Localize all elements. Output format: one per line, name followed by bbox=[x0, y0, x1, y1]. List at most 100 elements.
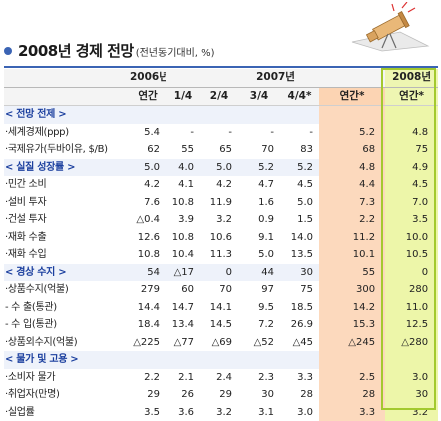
table-cell: 29 bbox=[130, 386, 166, 404]
table-cell bbox=[319, 106, 385, 124]
table-cell: 10.5 bbox=[385, 246, 438, 264]
table-cell: △45 bbox=[280, 334, 319, 352]
subheader-q2: 2/4 bbox=[200, 87, 238, 106]
row-label: - 수 입(통관) bbox=[4, 316, 130, 334]
row-label: ·실업률 bbox=[4, 404, 130, 421]
table-cell: 4.5 bbox=[280, 176, 319, 194]
table-cell: 3.2 bbox=[200, 404, 238, 421]
table-cell: 11.3 bbox=[200, 246, 238, 264]
table-cell: 28 bbox=[280, 386, 319, 404]
table-cell: 68 bbox=[319, 141, 385, 159]
subheader-2008-annual: 연간* bbox=[385, 87, 438, 106]
table-cell: - bbox=[280, 124, 319, 142]
table-cell: 70 bbox=[200, 281, 238, 299]
table-cell: △52 bbox=[238, 334, 280, 352]
table-cell bbox=[280, 106, 319, 124]
table-cell: 4.2 bbox=[130, 176, 166, 194]
table-cell: 15.3 bbox=[319, 316, 385, 334]
table-cell: 26 bbox=[166, 386, 200, 404]
subheader-q4: 4/4* bbox=[280, 87, 319, 106]
table-cell: 30 bbox=[385, 386, 438, 404]
table-cell: 2.1 bbox=[166, 369, 200, 387]
table-cell: 10.8 bbox=[130, 246, 166, 264]
table-cell: △77 bbox=[166, 334, 200, 352]
table-cell: 30 bbox=[280, 264, 319, 282]
table-cell: 2.4 bbox=[200, 369, 238, 387]
subheader-q1: 1/4 bbox=[166, 87, 200, 106]
table-cell bbox=[319, 351, 385, 369]
table-cell: △69 bbox=[200, 334, 238, 352]
row-label: ·세계경제(ppp) bbox=[4, 124, 130, 142]
table-cell: 60 bbox=[166, 281, 200, 299]
table-cell: - bbox=[166, 124, 200, 142]
table-cell: 280 bbox=[385, 281, 438, 299]
table-cell: 7.2 bbox=[238, 316, 280, 334]
table-cell: 14.5 bbox=[200, 316, 238, 334]
table-cell: 3.2 bbox=[385, 404, 438, 421]
table-cell: 10.1 bbox=[319, 246, 385, 264]
table-cell: 54 bbox=[130, 264, 166, 282]
table-cell: 0.9 bbox=[238, 211, 280, 229]
table-cell: 7.0 bbox=[385, 194, 438, 212]
table-cell: 4.7 bbox=[238, 176, 280, 194]
table-cell: 26.9 bbox=[280, 316, 319, 334]
table-cell: △280 bbox=[385, 334, 438, 352]
table-cell: 28 bbox=[319, 386, 385, 404]
table-cell: 5.0 bbox=[200, 159, 238, 177]
table-cell: 14.0 bbox=[280, 229, 319, 247]
subheader-2007-annual: 연간* bbox=[319, 87, 385, 106]
table-cell: 3.0 bbox=[385, 369, 438, 387]
table-cell: 11.2 bbox=[319, 229, 385, 247]
table-cell: 2.2 bbox=[130, 369, 166, 387]
table-cell bbox=[280, 351, 319, 369]
page-subtitle: (전년동기대비, %) bbox=[136, 44, 215, 59]
section-label: < 물가 및 고용 > bbox=[4, 351, 130, 369]
table-cell: 4.8 bbox=[319, 159, 385, 177]
table-cell: 279 bbox=[130, 281, 166, 299]
table-cell bbox=[200, 351, 238, 369]
table-cell: 75 bbox=[280, 281, 319, 299]
table-cell: 44 bbox=[238, 264, 280, 282]
table-cell: 11.0 bbox=[385, 299, 438, 317]
table-cell: △245 bbox=[319, 334, 385, 352]
table-cell bbox=[130, 106, 166, 124]
table-cell: 3.1 bbox=[238, 404, 280, 421]
table-cell: 14.1 bbox=[200, 299, 238, 317]
table-cell: 13.5 bbox=[280, 246, 319, 264]
table-cell: 3.3 bbox=[280, 369, 319, 387]
table-cell: 0 bbox=[200, 264, 238, 282]
table-cell: 2.2 bbox=[319, 211, 385, 229]
table-cell: 7.3 bbox=[319, 194, 385, 212]
section-row: < 전망 전제 > bbox=[4, 106, 438, 124]
row-label: ·민간 소비 bbox=[4, 176, 130, 194]
table-cell bbox=[166, 351, 200, 369]
table-cell: 3.3 bbox=[319, 404, 385, 421]
row-label: ·재화 수입 bbox=[4, 246, 130, 264]
table-cell: 300 bbox=[319, 281, 385, 299]
table-cell: 3.5 bbox=[385, 211, 438, 229]
table-cell: 65 bbox=[200, 141, 238, 159]
section-row: < 물가 및 고용 > bbox=[4, 351, 438, 369]
header-year-2006: 2006년 bbox=[130, 69, 166, 87]
table-cell: 3.9 bbox=[166, 211, 200, 229]
table-cell: 4.2 bbox=[200, 176, 238, 194]
section-label: < 전망 전제 > bbox=[4, 106, 130, 124]
subheader-2006-annual: 연간 bbox=[130, 87, 166, 106]
table-cell: 4.1 bbox=[166, 176, 200, 194]
table-cell: 3.5 bbox=[130, 404, 166, 421]
table-cell: 4.4 bbox=[319, 176, 385, 194]
table-cell: 4.8 bbox=[385, 124, 438, 142]
table-cell: 13.4 bbox=[166, 316, 200, 334]
table-cell: 75 bbox=[385, 141, 438, 159]
table-cell: 5.4 bbox=[130, 124, 166, 142]
